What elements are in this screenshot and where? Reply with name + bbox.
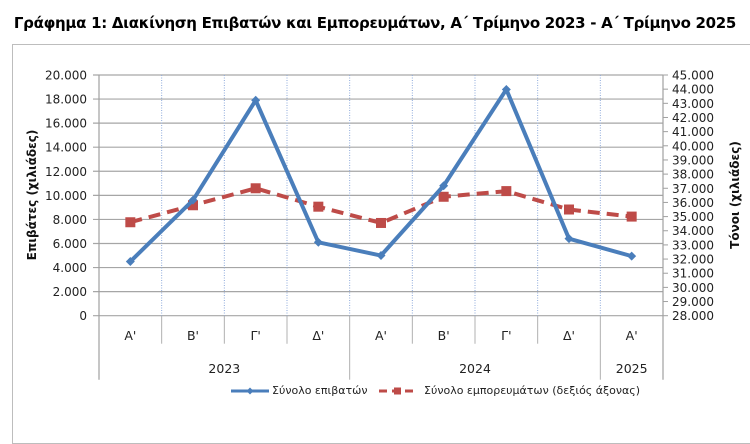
quarter-label: Α' [375,328,387,343]
cargo-marker [626,211,637,222]
line-chart: 20.000 18.000 16.000 14.000 12.000 10.000 8.00… [25,69,742,380]
left-tick-label: 6.000 [53,237,87,251]
left-tick-label: 2.000 [53,285,87,299]
quarter-label: Β' [187,328,199,343]
right-tick-label: 32.000 [672,253,714,267]
right-tick-label: 29.000 [672,295,714,309]
cargo-marker [376,217,386,228]
right-tick-label: 43.000 [672,97,714,111]
right-axis-title: Τόνοι (χιλιάδες) [728,141,742,249]
quarter-label: Δ' [563,328,575,343]
left-tick-label: 8.000 [53,213,87,227]
red-dashed-square-icon [379,387,417,394]
left-tick-label: 20.000 [45,69,87,83]
right-tick-label: 28.000 [672,309,714,323]
legend-item-cargo[interactable]: Σύνολο εμπορευμάτων (δεξιός άξονας) [378,384,640,397]
right-tick-label: 36.000 [672,196,714,210]
cargo-marker [564,204,574,215]
right-tick-label: 44.000 [672,83,714,97]
passengers-marker [501,84,511,94]
quarter-label: Α' [626,328,638,343]
year-label: 2023 [208,361,240,376]
legend-label-cargo: Σύνολο εμπορευμάτων (δεξιός άξονας) [424,384,641,397]
left-tick-label: 14.000 [45,141,87,155]
legend-label-passengers: Σύνολο επιβατών [272,384,368,397]
left-tick-label: 18.000 [45,93,87,107]
cargo-marker [250,183,261,194]
passengers-marker [313,237,323,247]
right-tick-label: 42.000 [672,111,714,125]
right-axis-ticks: 45.00044.00043.00042.00041.00040.00039.0… [672,69,714,324]
cargo-marker [313,201,324,212]
cargo-line [129,186,632,226]
passengers-marker [251,95,261,105]
quarter-label: Α' [124,328,136,343]
passengers-marker [627,251,637,261]
blue-line-diamond-icon [231,387,269,394]
cargo-marker [501,186,512,197]
right-tick-label: 35.000 [672,210,714,224]
cargo-marker [125,217,136,228]
left-axis-ticks: 20.000 18.000 16.000 14.000 12.000 10.000 8.00… [45,69,87,324]
passengers-marker [439,181,449,191]
right-tick-label: 37.000 [672,182,714,196]
data-series [125,84,637,267]
right-tick-label: 41.000 [672,125,714,139]
right-tick-label: 30.000 [672,281,714,295]
right-tick-label: 33.000 [672,238,714,252]
left-tick-label: 10.000 [45,189,87,203]
year-label: 2025 [616,361,648,376]
right-tick-label: 38.000 [672,168,714,182]
passengers-line [128,85,633,263]
left-axis-title: Επιβάτες (χιλιάδες) [25,130,39,261]
passengers-marker [125,257,135,267]
left-tick-label: 4.000 [53,261,87,275]
right-tick-label: 40.000 [672,139,714,153]
chart-title: Γράφημα 1: Διακίνηση Επιβατών και Εμπορε… [13,14,737,32]
right-tick-label: 45.000 [672,69,714,83]
passengers-marker [564,234,574,244]
quarter-label: Δ' [312,328,324,343]
cargo-marker [188,200,198,211]
right-tick-label: 34.000 [672,224,714,238]
passengers-marker [376,251,386,261]
quarter-label: Β' [438,328,450,343]
right-tick-label: 39.000 [672,153,714,167]
x-axis: Α' Β' Γ' Δ' Α' Β' Γ' Δ' Α' 2023 2024 2025 [124,315,648,380]
quarter-label: Γ' [501,328,511,343]
passengers-marker [188,195,198,205]
quarter-label: Γ' [250,328,260,343]
legend-item-passengers[interactable]: Σύνολο επιβατών [230,384,367,397]
left-tick-label: 16.000 [45,117,87,131]
year-label: 2024 [459,361,491,376]
left-tick-label: 0 [79,309,87,323]
cargo-marker [438,191,449,202]
gridlines [93,74,668,380]
legend: Σύνολο επιβατών Σύνολο εμπορευμάτων (δεξ… [0,384,750,402]
left-tick-label: 12.000 [45,165,87,179]
right-tick-label: 31.000 [672,267,714,281]
